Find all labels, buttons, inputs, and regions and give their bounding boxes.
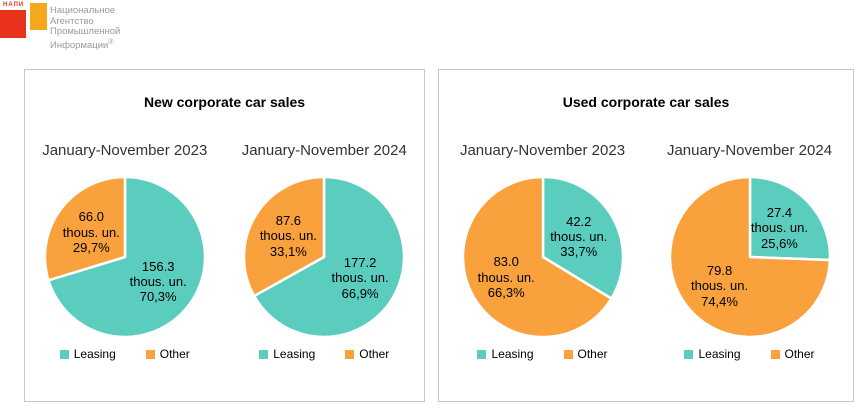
- charts-area: New corporate car sales January-November…: [24, 69, 854, 402]
- legend-label-other: Other: [577, 347, 608, 361]
- pie-slice-other: [43, 175, 126, 282]
- legend: Leasing Other: [259, 347, 389, 361]
- legend-label-leasing: Leasing: [491, 347, 534, 361]
- chart-new-2023: January-November 2023 156.3 thous. un. 7…: [25, 142, 225, 361]
- legend-label-other: Other: [159, 347, 190, 361]
- legend-swatch-other-icon: [145, 349, 155, 359]
- napi-logo: НАПИ Национальное Агентство Промышленной…: [0, 0, 150, 58]
- chart-subtitle: January-November 2023: [459, 142, 626, 159]
- legend-swatch-leasing-icon: [259, 349, 269, 359]
- chart-new-2024: January-November 2024 177.2 thous. un. 6…: [225, 142, 425, 361]
- legend-item-leasing: Leasing: [59, 347, 116, 361]
- legend-item-leasing: Leasing: [684, 347, 741, 361]
- logo-acronym: НАПИ: [3, 2, 25, 8]
- legend-item-leasing: Leasing: [477, 347, 534, 361]
- logo-name-line: Информации®: [50, 38, 114, 51]
- legend-item-other: Other: [145, 347, 190, 361]
- chart-used-2023: January-November 2023 42.2 thous. un. 33…: [439, 142, 646, 361]
- pie-slice-leasing: [253, 175, 406, 339]
- pie-slice-leasing: [748, 175, 831, 262]
- legend-label-leasing: Leasing: [273, 347, 316, 361]
- pie-slice-other: [243, 175, 326, 298]
- logo-name-line: Национальное: [50, 5, 116, 16]
- panel-used-corporate-car-sales: Used corporate car sales January-Novembe…: [438, 69, 854, 402]
- pie-slice-other: [461, 175, 613, 339]
- legend-item-leasing: Leasing: [259, 347, 315, 361]
- chart-used-2024: January-November 2024 27.4 thous. un. 25…: [646, 142, 853, 361]
- legend-label-other: Other: [359, 347, 390, 361]
- legend: Leasing Other: [59, 347, 190, 361]
- legend-item-other: Other: [563, 347, 608, 361]
- pie-chart: 156.3 thous. un. 70,3% 66.0 thous. un. 2…: [42, 174, 208, 340]
- legend-swatch-other-icon: [563, 349, 573, 359]
- pie-svg: [668, 175, 831, 339]
- pie-chart: 27.4 thous. un. 25,6% 79.8 thous. un. 74…: [667, 174, 833, 340]
- panel-new-corporate-car-sales: New corporate car sales January-November…: [24, 69, 425, 402]
- panel-title: New corporate car sales: [143, 94, 306, 110]
- pie-svg: [461, 175, 624, 339]
- registered-mark: ®: [108, 38, 114, 46]
- legend-swatch-other-icon: [345, 349, 355, 359]
- logo-name-line: Агентство: [50, 15, 94, 27]
- chart-subtitle: January-November 2023: [42, 142, 208, 159]
- panel-charts-row: January-November 2023 156.3 thous. un. 7…: [25, 142, 424, 361]
- legend: Leasing Other: [684, 347, 815, 361]
- legend-label-leasing: Leasing: [73, 347, 116, 361]
- pie-chart: 177.2 thous. un. 66,9% 87.6 thous. un. 3…: [241, 174, 407, 340]
- chart-subtitle: January-November 2024: [241, 142, 407, 159]
- chart-subtitle: January-November 2024: [666, 142, 833, 159]
- logo-name-line: Промышленной: [50, 26, 121, 37]
- panel-charts-row: January-November 2023 42.2 thous. un. 33…: [439, 142, 853, 361]
- logo-name: Национальное Агентство Промышленной Инфо…: [50, 5, 121, 51]
- legend-item-other: Other: [345, 347, 389, 361]
- pie-slice-leasing: [46, 175, 206, 339]
- logo-red-square: [0, 10, 26, 38]
- pie-svg: [43, 175, 206, 339]
- legend-swatch-leasing-icon: [59, 349, 69, 359]
- logo-orange-square: [30, 3, 47, 30]
- legend-swatch-other-icon: [770, 349, 780, 359]
- pie-chart: 42.2 thous. un. 33,7% 83.0 thous. un. 66…: [460, 174, 626, 340]
- panel-title: Used corporate car sales: [562, 94, 730, 110]
- legend-swatch-leasing-icon: [684, 349, 694, 359]
- legend: Leasing Other: [477, 347, 608, 361]
- legend-label-leasing: Leasing: [698, 347, 741, 361]
- pie-svg: [243, 175, 406, 339]
- legend-item-other: Other: [770, 347, 815, 361]
- pie-slice-other: [668, 175, 831, 339]
- legend-label-other: Other: [784, 347, 815, 361]
- legend-swatch-leasing-icon: [477, 349, 487, 359]
